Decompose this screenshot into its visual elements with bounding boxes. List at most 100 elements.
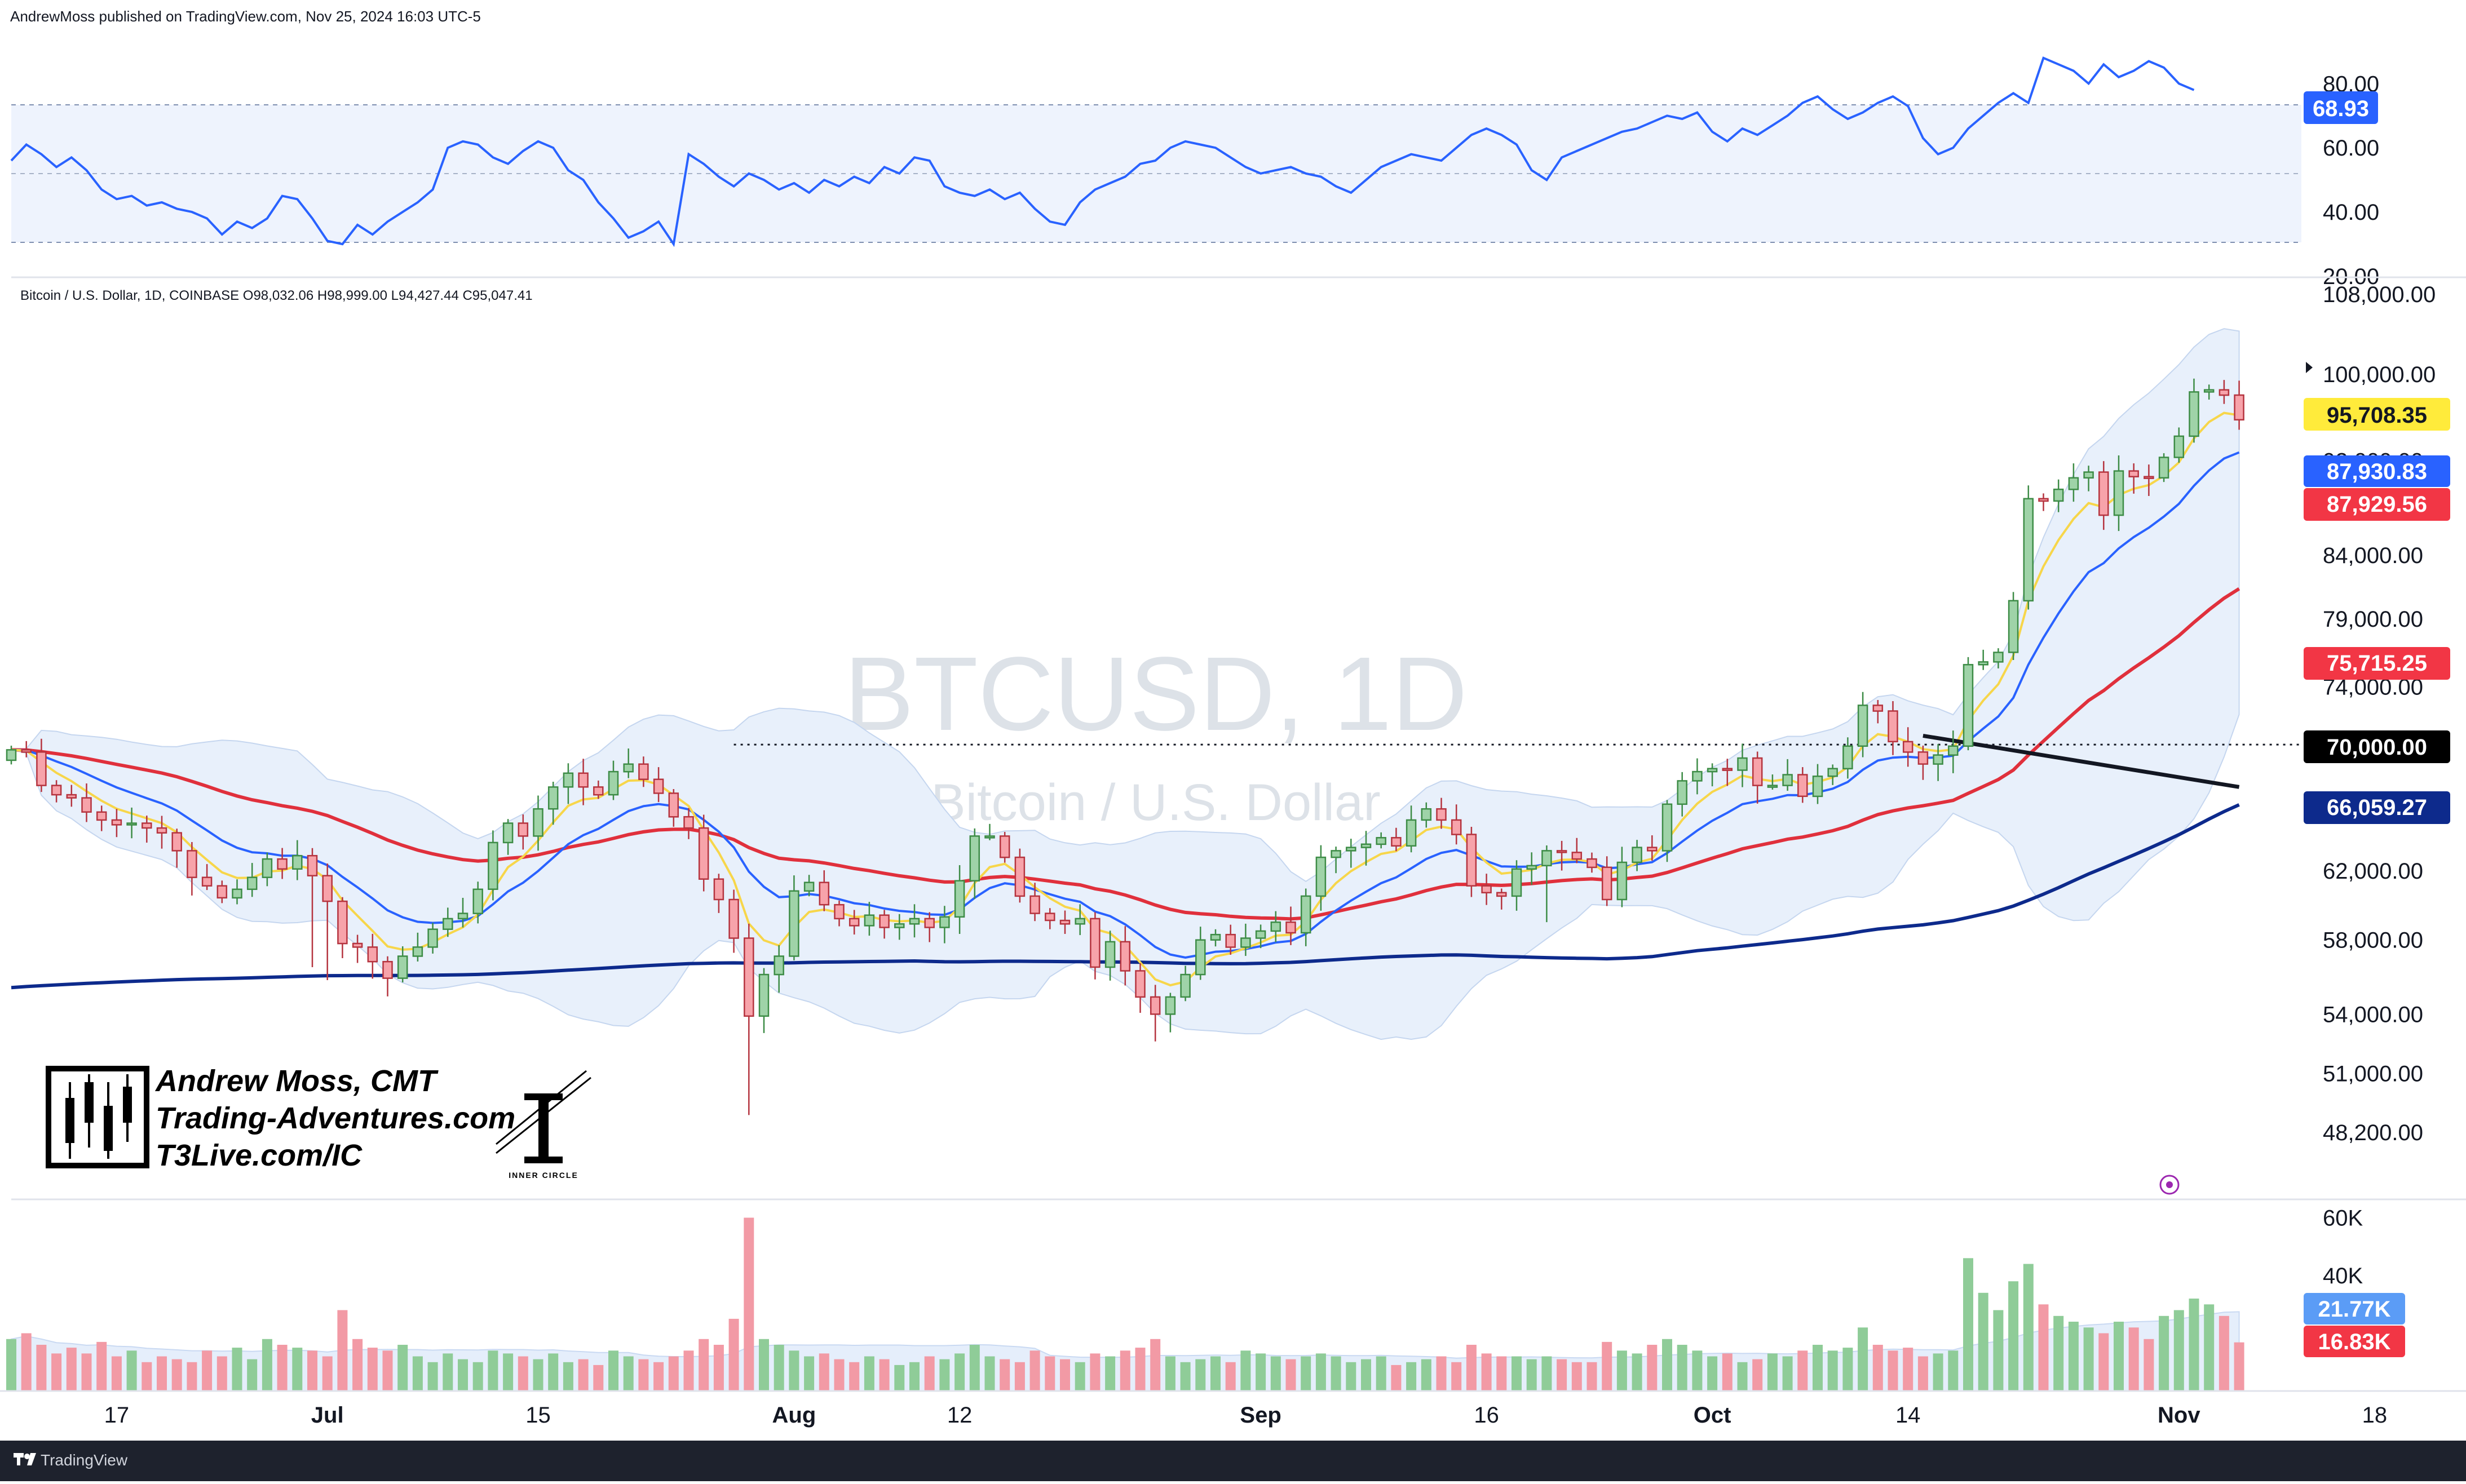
volume-ma-tag (2304, 1326, 2405, 1357)
rsi-line (10, 56, 2195, 247)
candle-body (1692, 770, 1703, 782)
candle-body (1150, 996, 1161, 1015)
candle-body (969, 835, 980, 881)
volume-bar (2038, 1304, 2049, 1392)
volume-bar (1586, 1362, 1597, 1392)
candle-body (111, 819, 122, 826)
volume-bar (36, 1345, 47, 1391)
candle-body (1722, 768, 1733, 771)
candle-body (547, 786, 559, 810)
volume-bar (2159, 1315, 2169, 1392)
candle-body (1195, 939, 1206, 976)
volume-bar (1315, 1353, 1326, 1391)
rsi-tick-label: 60.00 (2323, 136, 2379, 161)
candle-body (1421, 808, 1432, 821)
candle-body (1481, 885, 1492, 894)
volume-bar (1466, 1345, 1477, 1391)
candle-body (563, 772, 574, 788)
volume-bar (171, 1359, 182, 1391)
candle-body (488, 841, 498, 890)
candle-body (1767, 785, 1778, 788)
time-tick-label: 12 (947, 1403, 973, 1428)
candle-body (653, 778, 664, 794)
volume-bar (1180, 1362, 1191, 1392)
rsi-last-value-tag (2304, 91, 2378, 124)
price-tick-label: 62,000.00 (2323, 859, 2423, 884)
rsi-last-value-label: 68.93 (2313, 96, 2369, 121)
volume-bar (954, 1353, 965, 1391)
time-tick-label: 14 (1895, 1403, 1921, 1428)
volume-bar (292, 1348, 303, 1391)
volume-bar (1000, 1359, 1010, 1391)
brand-line2: Trading-Adventures.com (156, 1101, 515, 1135)
volume-bar (563, 1362, 573, 1392)
volume-bar (1406, 1362, 1417, 1392)
volume-bar (2218, 1315, 2229, 1392)
volume-bar (1933, 1353, 1943, 1391)
volume-bar (1993, 1310, 2004, 1391)
candle-body (2038, 498, 2049, 502)
candle-body (322, 875, 333, 902)
candle-body (1541, 850, 1552, 867)
candle-body (502, 822, 514, 844)
ema-slow-label: 75,715.25 (2327, 651, 2427, 676)
volume-bar (1210, 1356, 1221, 1391)
candle-body (1376, 837, 1386, 845)
volume-bar (1526, 1359, 1537, 1391)
candle-body (1888, 710, 1898, 743)
time-tick-label: 16 (1474, 1403, 1499, 1428)
candle-body (1029, 895, 1040, 914)
time-tick-label: 15 (525, 1403, 551, 1428)
candle-body (382, 960, 393, 979)
volume-bar (427, 1362, 438, 1392)
volume-bar (1722, 1353, 1733, 1391)
candle-body (518, 822, 529, 837)
candle-body (1451, 819, 1462, 835)
candle-body (728, 898, 739, 939)
volume-bar (412, 1356, 423, 1391)
candle-body (999, 835, 1010, 858)
volume-bar (488, 1350, 498, 1392)
candle-body (744, 937, 754, 1017)
volume-bar (322, 1356, 333, 1391)
candle-body (1270, 921, 1281, 932)
candle-body (1827, 768, 1838, 777)
candle-body (954, 880, 965, 918)
candle-body (894, 923, 905, 928)
candle-body (2068, 477, 2079, 490)
volume-bar (759, 1339, 769, 1392)
candle-body (1285, 921, 1296, 934)
volume-bar (1752, 1359, 1763, 1391)
brand-line3: T3Live.com/IC (156, 1139, 363, 1172)
volume-bar (2083, 1327, 2094, 1392)
price-tick-label: 54,000.00 (2323, 1002, 2423, 1027)
volume-label: 21.77K (2318, 1297, 2391, 1322)
candle-body (1496, 892, 1507, 897)
candle-body (1872, 705, 1884, 712)
volume-bar (337, 1310, 348, 1391)
volume-bar (1842, 1348, 1853, 1391)
candle-body (1571, 852, 1583, 860)
volume-bar (1029, 1350, 1040, 1392)
time-tick-label: Nov (2158, 1403, 2200, 1428)
candle-body (216, 885, 228, 899)
candle-body (2218, 389, 2230, 396)
candle-body (803, 881, 815, 892)
level-tag: 70,000.00 (2304, 730, 2450, 763)
bollinger-band-fill (11, 328, 2240, 1040)
volume-bar (187, 1362, 197, 1392)
sma-long-tag: 66,059.27 (2304, 791, 2450, 824)
volume-bar (1767, 1353, 1778, 1391)
time-tick-label: Oct (1694, 1403, 1731, 1428)
target-icon[interactable] (2159, 1175, 2180, 1195)
volume-bar (1557, 1359, 1567, 1391)
volume-bar (1421, 1359, 1431, 1391)
volume-bar (804, 1356, 815, 1391)
time-tick-label: 18 (2362, 1403, 2388, 1428)
ema-slow-tag: 75,715.25 (2304, 647, 2450, 680)
volume-bar (2144, 1339, 2154, 1392)
candle-body (789, 890, 799, 957)
candle-body (864, 914, 875, 927)
volume-bar (864, 1356, 874, 1391)
candle-body (1677, 780, 1687, 805)
